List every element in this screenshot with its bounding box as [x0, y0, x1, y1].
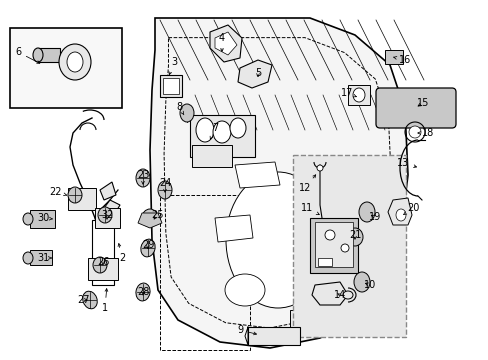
Ellipse shape — [180, 104, 194, 122]
Ellipse shape — [352, 88, 364, 102]
Bar — [160, 75, 182, 97]
Bar — [289, 310, 345, 335]
Bar — [68, 188, 96, 210]
Text: 9: 9 — [237, 325, 256, 335]
Ellipse shape — [59, 44, 91, 80]
Polygon shape — [209, 25, 242, 62]
Ellipse shape — [229, 118, 245, 138]
Ellipse shape — [82, 291, 97, 309]
Text: 31: 31 — [37, 253, 52, 263]
Bar — [30, 210, 55, 228]
Text: 28: 28 — [137, 287, 149, 297]
Text: 11: 11 — [300, 203, 319, 215]
Ellipse shape — [158, 181, 172, 199]
Polygon shape — [235, 162, 280, 188]
Text: 29: 29 — [142, 240, 154, 250]
Bar — [309, 218, 357, 273]
Text: 8: 8 — [176, 102, 183, 115]
Ellipse shape — [142, 209, 158, 227]
Text: 3: 3 — [169, 57, 177, 75]
Polygon shape — [311, 282, 347, 305]
Bar — [317, 258, 331, 266]
Text: 17: 17 — [340, 88, 356, 98]
Ellipse shape — [316, 165, 323, 171]
Text: 6: 6 — [15, 47, 40, 63]
Text: 19: 19 — [368, 212, 380, 222]
Text: 10: 10 — [363, 280, 375, 290]
Ellipse shape — [23, 213, 33, 225]
Bar — [95, 208, 120, 228]
Text: 30: 30 — [37, 213, 52, 223]
Text: 21: 21 — [348, 230, 361, 240]
Ellipse shape — [98, 207, 112, 223]
Text: 7: 7 — [210, 123, 218, 139]
Ellipse shape — [353, 272, 369, 292]
Bar — [30, 250, 52, 265]
Bar — [292, 155, 405, 337]
Text: 12: 12 — [298, 175, 315, 193]
Bar — [384, 50, 402, 64]
Polygon shape — [238, 60, 271, 88]
Ellipse shape — [408, 126, 420, 138]
Polygon shape — [150, 18, 407, 348]
Text: 13: 13 — [396, 158, 416, 168]
Bar — [88, 258, 118, 280]
Bar — [190, 115, 254, 157]
FancyBboxPatch shape — [375, 88, 455, 128]
Ellipse shape — [213, 121, 230, 143]
Text: 14: 14 — [333, 290, 346, 300]
Polygon shape — [215, 32, 237, 55]
Ellipse shape — [325, 230, 334, 240]
Polygon shape — [95, 200, 120, 225]
Ellipse shape — [33, 48, 43, 62]
Ellipse shape — [136, 169, 150, 187]
Text: 1: 1 — [102, 289, 108, 313]
Text: 20: 20 — [403, 203, 418, 215]
Text: 24: 24 — [159, 178, 171, 192]
Ellipse shape — [346, 228, 362, 246]
Ellipse shape — [93, 257, 107, 273]
Ellipse shape — [136, 283, 150, 301]
Ellipse shape — [224, 274, 264, 306]
Text: 32: 32 — [101, 210, 113, 220]
Ellipse shape — [67, 52, 83, 72]
Bar — [163, 78, 179, 94]
Text: 22: 22 — [49, 187, 67, 197]
Polygon shape — [100, 182, 116, 200]
Polygon shape — [215, 215, 252, 242]
Text: 5: 5 — [254, 68, 261, 78]
Ellipse shape — [23, 252, 33, 264]
Ellipse shape — [225, 172, 329, 308]
Ellipse shape — [68, 187, 82, 203]
Polygon shape — [387, 198, 411, 225]
Bar — [160, 195, 249, 350]
Polygon shape — [138, 213, 162, 228]
Text: 4: 4 — [219, 33, 224, 51]
Text: 2: 2 — [118, 244, 125, 263]
Text: 27: 27 — [77, 295, 89, 305]
Ellipse shape — [358, 202, 374, 222]
Text: 18: 18 — [417, 128, 433, 138]
Ellipse shape — [141, 239, 155, 257]
Ellipse shape — [342, 291, 352, 299]
Bar — [347, 85, 369, 105]
Ellipse shape — [340, 244, 348, 252]
Ellipse shape — [196, 118, 214, 142]
Bar — [192, 145, 231, 167]
Bar — [38, 48, 60, 62]
Ellipse shape — [395, 209, 405, 221]
Bar — [247, 327, 299, 345]
Bar — [314, 222, 352, 267]
Text: 25: 25 — [150, 210, 163, 220]
Text: 26: 26 — [97, 257, 109, 267]
Text: 15: 15 — [416, 98, 428, 108]
Bar — [92, 220, 114, 285]
Text: 23: 23 — [137, 170, 149, 184]
Text: 16: 16 — [392, 55, 410, 65]
Bar — [10, 28, 122, 108]
